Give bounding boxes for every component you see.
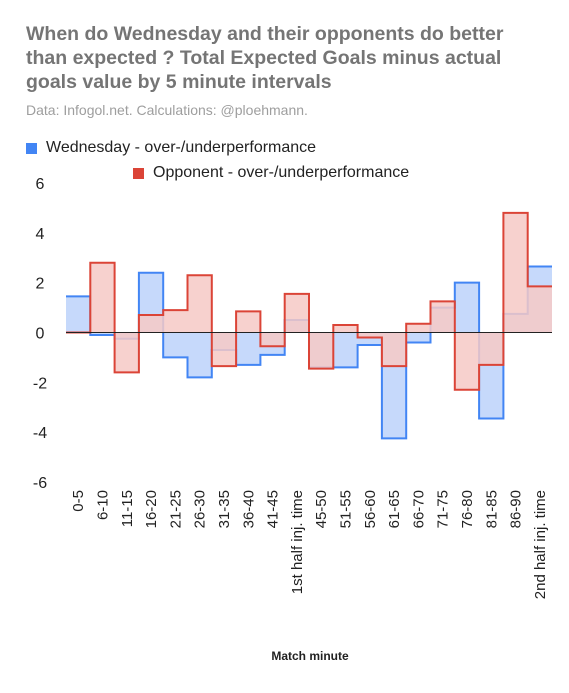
y-tick-label: -6 [33,475,47,492]
x-tick-label: 66-70 [410,490,427,528]
x-tick-label: 31-35 [216,490,233,528]
y-tick-label: 2 [36,276,45,293]
x-tick-label: 86-90 [508,490,525,528]
legend-swatch-wednesday [26,142,37,154]
x-tick-label: 76-80 [459,490,476,528]
x-tick-label: 11-15 [119,490,136,527]
x-tick-label: 36-40 [240,490,257,528]
y-tick-label: 0 [36,326,45,343]
x-tick-label: 1st half inj. time [289,490,306,594]
x-tick-label: 26-30 [192,490,209,528]
x-tick-label: 51-55 [337,490,354,528]
x-tick-label: 16-20 [143,490,160,528]
y-tick-label: 6 [36,176,45,193]
x-tick-label: 0-5 [70,490,87,512]
series-line-opponent [66,211,552,391]
x-tick-label: 41-45 [265,490,282,528]
x-tick-label: 61-65 [386,490,403,528]
y-tick-label: -4 [33,425,47,442]
y-tick-label: 4 [36,226,45,243]
x-tick-label: 81-85 [483,490,500,528]
x-tick-label: 21-25 [167,490,184,528]
x-tick-label: 2nd half inj. time [532,490,549,599]
x-tick-label: 45-50 [313,490,330,528]
legend-item-opponent[interactable]: Opponent - over-/underperformance [133,164,409,182]
x-tick-label: 71-75 [435,490,452,528]
legend-label-wednesday: Wednesday - over-/underperformance [46,139,317,156]
x-axis-title: Match minute [271,649,349,663]
chart-title: When do Wednesday and their opponents do… [26,23,504,93]
x-tick-label: 56-60 [362,490,379,528]
chart-subtitle: Data: Infogol.net. Calculations: @ploehm… [26,102,308,118]
legend-label-opponent: Opponent - over-/underperformance [153,164,410,181]
legend-item-wednesday[interactable]: Wednesday - over-/underperformance [26,139,316,157]
y-tick-label: -2 [33,375,47,392]
legend-swatch-opponent [133,167,144,179]
x-tick-label: 6-10 [94,490,111,520]
